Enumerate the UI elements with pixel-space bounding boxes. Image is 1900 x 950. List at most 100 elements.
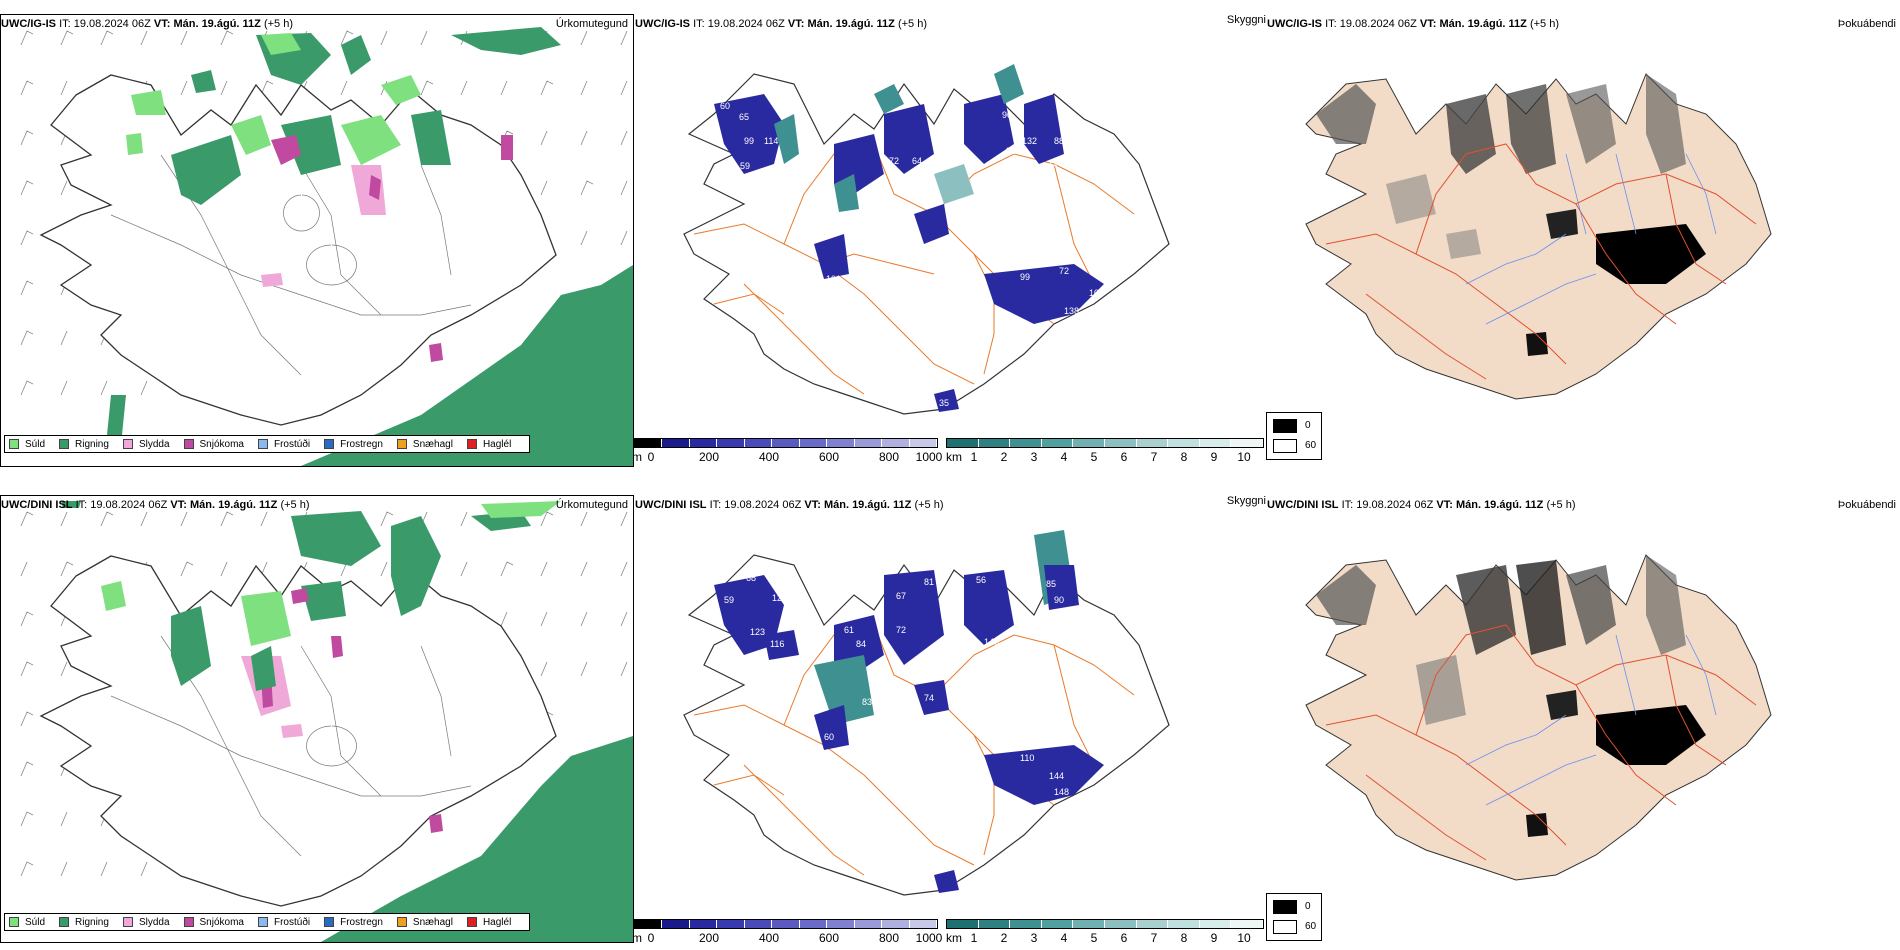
precip-panel-param: Úrkomutegund — [555, 499, 628, 511]
legend-item-freezing-rain: Frostregn — [324, 439, 383, 450]
legend-item-rain: Rigning — [59, 439, 109, 450]
legend-label: Snæhagl — [412, 438, 453, 450]
visibility-panel-title: UWC/IG-IS IT: 19.08.2024 06Z VT: Mán. 19… — [635, 18, 927, 30]
vis-label: 110 — [1020, 753, 1034, 763]
vis-label: 148 — [1054, 787, 1069, 797]
legend-label: Slydda — [138, 438, 170, 450]
vis-label: 68 — [746, 573, 756, 583]
rivers — [1465, 634, 1717, 806]
tick: 7 — [1150, 450, 1158, 464]
fog-shading — [1316, 555, 1706, 837]
snow-pellets-swatch — [396, 917, 407, 927]
vis-label: 81 — [924, 577, 934, 587]
freezing-rain-swatch — [324, 917, 335, 927]
vis-label: 84 — [856, 639, 866, 649]
vis-label: 94 — [924, 254, 934, 264]
legend-item-sleet: Slydda — [122, 438, 170, 450]
precip-legend: Súld Rigning Slydda Snjókoma Frostúði Fr… — [4, 913, 531, 931]
it-label: IT: — [75, 499, 88, 511]
vis-label: 60 — [720, 101, 730, 111]
precip-map-frame — [0, 495, 634, 943]
tick: 600 — [818, 450, 840, 464]
tick: 800 — [878, 450, 900, 464]
height-ticks: m 0 200 400 600 800 1000 — [634, 450, 944, 466]
tick: 1 — [970, 450, 978, 464]
tick: 1000 — [915, 931, 943, 945]
lead-time: (+5 h) — [1546, 499, 1576, 511]
sleet-swatch — [122, 917, 133, 927]
legend-label: Frostregn — [340, 438, 383, 450]
height-ticks: m 0 200 400 600 800 1000 — [634, 931, 944, 947]
roads — [1325, 624, 1757, 861]
legend-label: Haglél — [482, 438, 512, 450]
vis-label: 74 — [924, 693, 934, 703]
legend-item-drizzle: Súld — [9, 917, 45, 928]
vis-label: 138 — [1064, 306, 1079, 316]
vt-label: VT: — [170, 499, 187, 511]
km-ticks: km 1 2 3 4 5 6 7 8 9 10 — [946, 450, 1266, 466]
height-unit: m — [634, 450, 642, 464]
vis-label: 106 — [1089, 288, 1104, 298]
legend-item-freezing-drizzle: Frostúði — [257, 917, 310, 928]
fog-panel-row2: UWC/DINI ISL IT: 19.08.2024 06Z VT: Mán.… — [1266, 495, 1900, 950]
init-time: 19.08.2024 06Z — [73, 18, 151, 30]
precip-type-panel-row1: UWC/IG-IS IT: 19.08.2024 06Z VT: Mán. 19… — [0, 14, 634, 467]
init-time: 19.08.2024 06Z — [724, 499, 802, 511]
legend-item-hail: Haglél — [466, 917, 511, 928]
vis-label: 116 — [770, 639, 784, 649]
legend-label: Rigning — [75, 438, 109, 450]
fog-key-swatch-white — [1273, 439, 1297, 453]
vis-label: 89 — [924, 657, 934, 667]
precip-type-panel-row2: UWC/DINI ISL IT: 19.08.2024 06Z VT: Mán.… — [0, 495, 634, 943]
tick: 2 — [1000, 931, 1008, 945]
vis-label: 90 — [1002, 110, 1012, 120]
fog-key-swatch-black — [1273, 900, 1297, 914]
lead-time: (+5 h) — [914, 499, 944, 511]
legend-label: Súld — [25, 916, 46, 928]
drizzle-swatch — [9, 439, 19, 449]
precip-map-row2 — [20, 501, 633, 942]
tick: 5 — [1090, 931, 1098, 945]
precip-blobs — [61, 501, 633, 942]
fog-panel-title: UWC/IG-IS IT: 19.08.2024 06Z VT: Mán. 19… — [1267, 18, 1559, 30]
height-colorbar — [634, 919, 938, 929]
tick: 0 — [647, 450, 655, 464]
visibility-map-row2: 68 59 120 123 116 61 84 67 72 81 89 56 8… — [683, 530, 1170, 896]
init-time: 19.08.2024 06Z — [707, 18, 785, 30]
precip-map-frame — [0, 14, 634, 467]
tick: 10 — [1237, 931, 1251, 945]
legend-label: Frostregn — [340, 916, 383, 928]
visibility-value-labels: 68 59 120 123 116 61 84 67 72 81 89 56 8… — [704, 573, 1125, 797]
legend-item-rain: Rigning — [59, 917, 109, 928]
tick: 4 — [1060, 450, 1068, 464]
visibility-value-labels: 60 65 99 114 59 72 64 90 132 88 95 118 8… — [720, 101, 1127, 408]
legend-item-hail: Haglél — [466, 438, 512, 450]
tick: 0 — [647, 931, 655, 945]
valid-time: Mán. 19.ágú. 11Z — [1439, 18, 1527, 30]
precip-panel-title: UWC/DINI ISL IT: 19.08.2024 06Z VT: Mán.… — [1, 499, 309, 511]
vis-label: 101 — [1112, 270, 1127, 280]
vis-label: 101 — [1110, 751, 1125, 761]
tick: 600 — [818, 931, 840, 945]
it-label: IT: — [1325, 18, 1337, 30]
vis-label: 101 — [826, 274, 841, 284]
vis-label: 114 — [764, 136, 778, 146]
vis-label: 99 — [1020, 272, 1030, 282]
tick: 2 — [1000, 450, 1008, 464]
tick: 4 — [1060, 931, 1068, 945]
rain-swatch — [59, 917, 70, 927]
rain-swatch — [59, 439, 70, 449]
legend-label: Súld — [25, 438, 46, 450]
precip-panel-title: UWC/IG-IS IT: 19.08.2024 06Z VT: Mán. 19… — [1, 18, 293, 30]
fog-key-label: 0 — [1305, 901, 1311, 912]
vis-label: 99 — [744, 136, 754, 146]
legend-item-snow-pellets: Snæhagl — [396, 438, 453, 450]
tick: 3 — [1030, 931, 1038, 945]
vis-label: 118 — [1048, 158, 1062, 168]
legend-label: Slydda — [138, 916, 170, 928]
legend-item-drizzle: Súld — [9, 439, 45, 450]
vis-label: 59 — [724, 595, 734, 605]
fog-key-swatch-black — [1273, 419, 1297, 433]
legend-item-freezing-drizzle: Frostúði — [257, 439, 310, 450]
sleet-swatch — [122, 439, 133, 449]
